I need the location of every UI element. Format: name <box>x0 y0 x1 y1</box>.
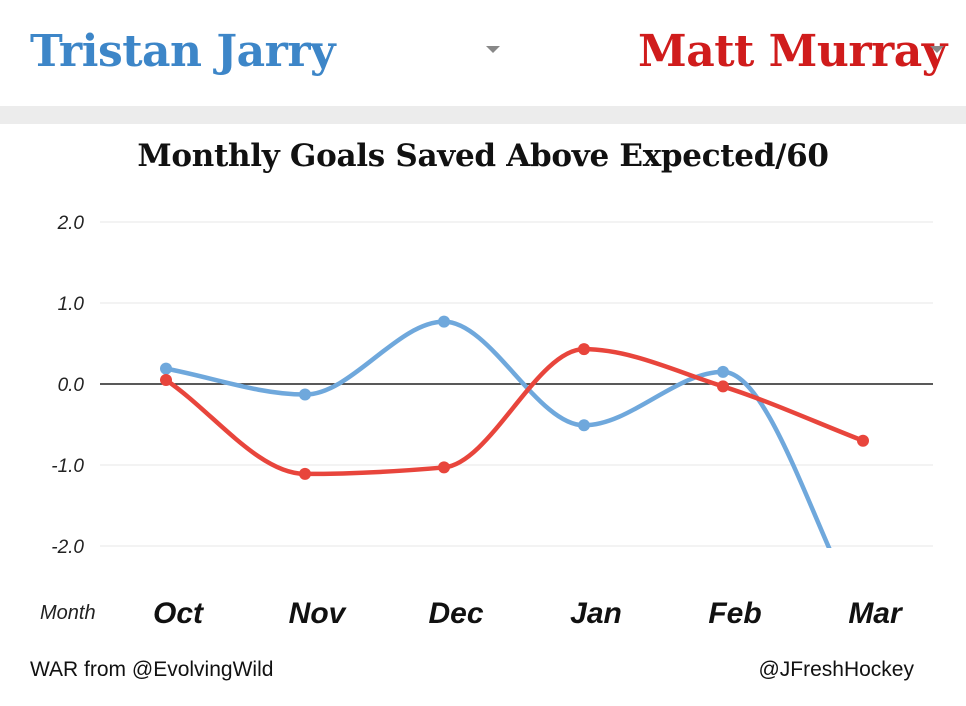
data-point-1-nov[interactable] <box>299 388 311 401</box>
data-point-2-dec[interactable] <box>438 461 450 474</box>
x-tick-label-feb: Feb <box>708 597 761 630</box>
y-tick-label: 2.0 <box>57 213 85 234</box>
footer-credit-right: @JFreshHockey <box>758 658 914 681</box>
header-divider <box>0 106 966 124</box>
data-point-2-jan[interactable] <box>578 343 590 356</box>
player2-selector[interactable]: Matt Murray <box>638 26 947 77</box>
footer-credit-left: WAR from @EvolvingWild <box>30 658 274 681</box>
data-point-2-oct[interactable] <box>160 373 172 386</box>
data-point-1-oct[interactable] <box>160 362 172 375</box>
y-tick-label: 1.0 <box>58 294 85 315</box>
header: Tristan Jarry Matt Murray <box>0 0 966 106</box>
player1-selector[interactable]: Tristan Jarry <box>30 26 336 77</box>
x-tick-label-oct: Oct <box>153 597 205 630</box>
x-tick-label-dec: Dec <box>428 597 483 630</box>
series-line-1 <box>163 319 832 548</box>
data-point-1-feb[interactable] <box>717 365 729 378</box>
data-point-1-dec[interactable] <box>438 315 450 328</box>
chart-title: Monthly Goals Saved Above Expected/60 <box>137 138 829 174</box>
y-tick-label: 0.0 <box>58 375 85 396</box>
x-axis-label: Month <box>40 602 96 624</box>
data-point-2-mar[interactable] <box>857 434 869 447</box>
data-point-2-feb[interactable] <box>717 380 729 393</box>
player2-dropdown-icon[interactable] <box>930 46 944 53</box>
x-tick-label-jan: Jan <box>570 597 622 630</box>
x-tick-label-mar: Mar <box>848 597 904 630</box>
y-tick-label: -2.0 <box>51 537 84 558</box>
series-line-2 <box>163 346 866 477</box>
data-point-2-nov[interactable] <box>299 467 311 480</box>
player1-dropdown-icon[interactable] <box>486 46 500 53</box>
x-tick-label-nov: Nov <box>289 597 348 630</box>
data-point-1-jan[interactable] <box>578 419 590 432</box>
y-tick-label: -1.0 <box>51 456 84 477</box>
